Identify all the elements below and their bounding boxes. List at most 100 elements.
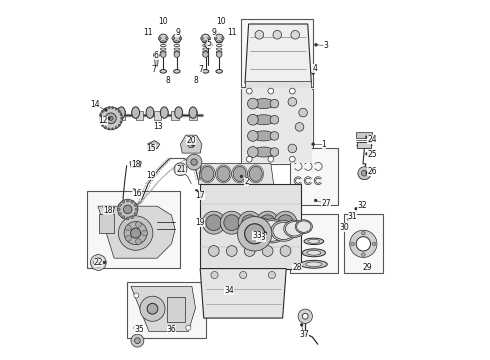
Polygon shape: [198, 163, 274, 184]
Polygon shape: [229, 255, 243, 269]
Circle shape: [245, 246, 255, 256]
Circle shape: [260, 215, 275, 230]
Circle shape: [97, 261, 100, 264]
Circle shape: [125, 235, 131, 241]
Circle shape: [280, 246, 291, 256]
Text: 22: 22: [94, 258, 103, 267]
Circle shape: [290, 156, 295, 162]
Circle shape: [362, 170, 368, 176]
Circle shape: [186, 154, 202, 170]
Ellipse shape: [302, 249, 325, 257]
Circle shape: [101, 124, 104, 126]
Circle shape: [221, 37, 224, 40]
Text: 11: 11: [144, 28, 153, 37]
Circle shape: [224, 215, 240, 230]
Circle shape: [264, 231, 267, 234]
Text: 28: 28: [292, 264, 302, 273]
Ellipse shape: [160, 69, 167, 73]
Circle shape: [131, 216, 134, 219]
Text: 37: 37: [299, 330, 309, 339]
Circle shape: [124, 222, 147, 244]
Circle shape: [117, 208, 120, 211]
Circle shape: [118, 199, 138, 220]
Circle shape: [134, 212, 137, 215]
Circle shape: [115, 127, 117, 129]
Polygon shape: [200, 184, 300, 269]
Text: 4: 4: [313, 64, 318, 73]
Text: 3: 3: [323, 41, 328, 50]
Text: 7: 7: [151, 65, 156, 74]
Ellipse shape: [233, 166, 246, 181]
Circle shape: [268, 88, 274, 94]
Text: 25: 25: [368, 150, 377, 159]
Circle shape: [347, 218, 350, 221]
Circle shape: [179, 37, 182, 40]
Polygon shape: [357, 142, 371, 148]
Circle shape: [108, 128, 110, 130]
Circle shape: [291, 31, 299, 39]
Circle shape: [312, 72, 315, 75]
Circle shape: [152, 145, 155, 148]
Circle shape: [134, 293, 139, 298]
Text: 5: 5: [207, 39, 212, 48]
Circle shape: [206, 215, 221, 230]
Circle shape: [238, 217, 272, 251]
Circle shape: [302, 314, 308, 319]
Circle shape: [247, 131, 258, 141]
Circle shape: [120, 113, 122, 116]
Circle shape: [147, 303, 158, 314]
Ellipse shape: [307, 251, 321, 255]
Text: 1: 1: [321, 140, 326, 149]
Circle shape: [134, 203, 137, 206]
Ellipse shape: [286, 222, 303, 236]
Circle shape: [195, 189, 198, 192]
Circle shape: [226, 246, 237, 256]
Bar: [343, 214, 383, 273]
Circle shape: [125, 225, 131, 231]
Circle shape: [104, 108, 107, 110]
Circle shape: [94, 258, 102, 267]
Circle shape: [256, 211, 279, 234]
Ellipse shape: [304, 238, 324, 244]
Text: 2: 2: [245, 176, 249, 185]
Text: 6: 6: [154, 51, 159, 60]
Text: 27: 27: [321, 199, 331, 208]
Polygon shape: [200, 269, 286, 318]
Bar: [153, 111, 161, 120]
Text: 26: 26: [368, 167, 377, 176]
Text: 8: 8: [194, 76, 198, 85]
Ellipse shape: [160, 107, 168, 118]
Polygon shape: [265, 255, 279, 269]
Polygon shape: [154, 57, 159, 66]
Circle shape: [91, 255, 106, 270]
Ellipse shape: [202, 69, 209, 73]
Circle shape: [166, 37, 168, 40]
Ellipse shape: [216, 69, 222, 73]
Circle shape: [351, 242, 354, 246]
Circle shape: [269, 271, 275, 279]
Ellipse shape: [117, 107, 125, 118]
Polygon shape: [211, 255, 225, 269]
Circle shape: [315, 43, 318, 46]
Circle shape: [132, 189, 135, 192]
Circle shape: [172, 37, 175, 40]
Circle shape: [355, 207, 358, 210]
Circle shape: [112, 107, 114, 109]
Circle shape: [104, 109, 107, 112]
Bar: [118, 111, 125, 120]
Circle shape: [131, 334, 144, 347]
Circle shape: [131, 200, 134, 203]
Bar: [190, 111, 196, 120]
Text: 17: 17: [196, 190, 205, 199]
Text: 31: 31: [348, 212, 357, 221]
Text: 34: 34: [224, 286, 234, 295]
Text: 7: 7: [198, 65, 203, 74]
Circle shape: [158, 37, 161, 40]
Ellipse shape: [300, 260, 327, 268]
Circle shape: [247, 98, 258, 109]
Bar: [242, 89, 313, 164]
Polygon shape: [131, 287, 196, 331]
Text: 9: 9: [175, 28, 180, 37]
Circle shape: [119, 203, 122, 206]
Circle shape: [288, 144, 296, 153]
